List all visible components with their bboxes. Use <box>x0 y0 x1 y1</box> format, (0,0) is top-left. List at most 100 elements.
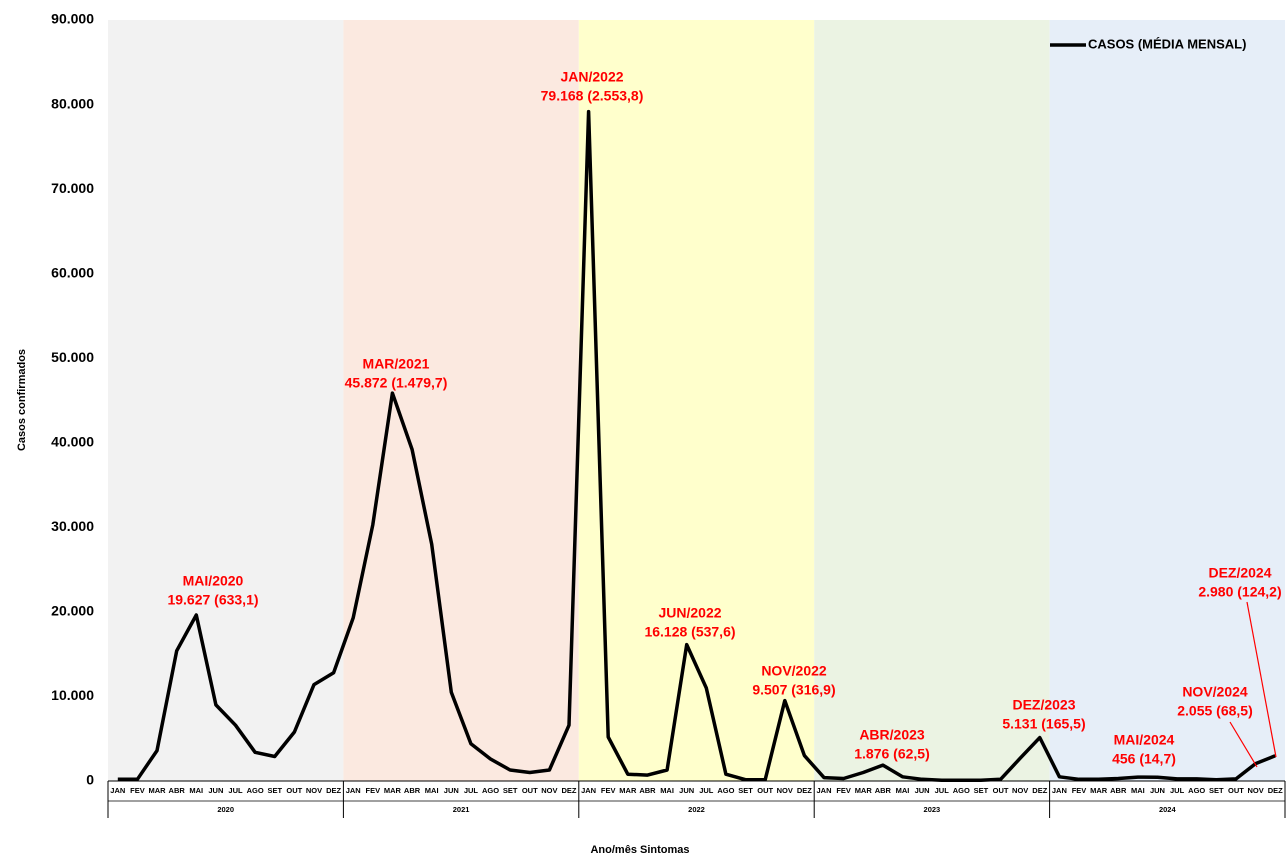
x-tick-label: OUT <box>286 786 302 795</box>
x-tick-label: ABR <box>639 786 656 795</box>
x-tick-label: SET <box>267 786 282 795</box>
x-tick-label: MAR <box>384 786 402 795</box>
x-tick-label: NOV <box>1012 786 1028 795</box>
x-tick-label: JAN <box>346 786 361 795</box>
x-tick-label: JUL <box>228 786 243 795</box>
x-tick-label: SET <box>503 786 518 795</box>
x-tick-label: FEV <box>366 786 381 795</box>
annotation-value: 19.627 (633,1) <box>167 592 258 608</box>
x-tick-label: DEZ <box>561 786 576 795</box>
x-tick-label: MAR <box>148 786 166 795</box>
x-tick-label: DEZ <box>1268 786 1283 795</box>
x-tick-label: AGO <box>247 786 264 795</box>
annotation-pointer <box>1229 721 1258 768</box>
annotation-label: MAI/2020 <box>183 573 244 589</box>
x-tick-label: ABR <box>169 786 186 795</box>
x-tick-label: AGO <box>482 786 499 795</box>
y-tick-label: 70.000 <box>51 180 94 196</box>
annotation-value: 1.876 (62,5) <box>854 746 930 762</box>
annotation-label: MAI/2024 <box>1114 732 1175 748</box>
x-tick-label: NOV <box>777 786 793 795</box>
x-tick-label: JUL <box>464 786 479 795</box>
x-tick-label: FEV <box>601 786 616 795</box>
x-tick-label: SET <box>974 786 989 795</box>
data-line <box>117 109 1276 782</box>
annotation-value: 456 (14,7) <box>1112 751 1176 767</box>
legend-label: CASOS (MÉDIA MENSAL) <box>1088 36 1246 51</box>
y-tick-label: 80.000 <box>51 95 94 111</box>
x-tick-label: JAN <box>817 786 832 795</box>
annotation-value: 2.055 (68,5) <box>1177 703 1253 719</box>
annotation-label: NOV/2022 <box>761 663 827 679</box>
x-tick-label: ABR <box>404 786 421 795</box>
year-label: 2023 <box>924 805 941 814</box>
year-band <box>578 20 815 781</box>
annotation-label: DEZ/2023 <box>1012 697 1075 713</box>
annotation-value: 9.507 (316,9) <box>752 682 835 698</box>
year-band <box>1049 20 1285 781</box>
x-tick-label: MAR <box>619 786 637 795</box>
x-tick-label: MAI <box>660 786 674 795</box>
x-tick-label: JAN <box>581 786 596 795</box>
annotation-label: DEZ/2024 <box>1208 565 1271 581</box>
x-tick-label: DEZ <box>326 786 341 795</box>
annotation-label: JUN/2022 <box>658 605 721 621</box>
x-tick-label: MAI <box>1131 786 1145 795</box>
x-tick-label: AGO <box>1188 786 1205 795</box>
y-tick-label: 40.000 <box>51 433 94 449</box>
x-tick-label: MAI <box>425 786 439 795</box>
x-tick-label: JUL <box>935 786 950 795</box>
x-tick-label: ABR <box>1110 786 1127 795</box>
x-tick-label: FEV <box>130 786 145 795</box>
x-tick-label: SET <box>738 786 753 795</box>
x-tick-label: OUT <box>1228 786 1244 795</box>
annotation-label: NOV/2024 <box>1182 684 1248 700</box>
x-tick-label: DEZ <box>797 786 812 795</box>
y-tick-label: 10.000 <box>51 687 94 703</box>
x-tick-label: MAI <box>189 786 203 795</box>
year-band <box>343 20 579 781</box>
year-label: 2021 <box>453 805 470 814</box>
year-label: 2024 <box>1159 805 1177 814</box>
x-tick-label: OUT <box>993 786 1009 795</box>
annotation-value: 2.980 (124,2) <box>1198 584 1281 600</box>
x-tick-label: NOV <box>1247 786 1263 795</box>
x-tick-label: DEZ <box>1032 786 1047 795</box>
annotation-label: JAN/2022 <box>560 69 623 85</box>
y-tick-label: 60.000 <box>51 264 94 280</box>
x-tick-label: OUT <box>757 786 773 795</box>
x-tick-label: MAI <box>896 786 910 795</box>
annotation-value: 79.168 (2.553,8) <box>541 88 644 104</box>
y-axis-title: Casos confirmados <box>16 349 28 451</box>
x-tick-label: JUN <box>679 786 694 795</box>
y-tick-label: 50.000 <box>51 349 94 365</box>
x-tick-label: JUL <box>1170 786 1185 795</box>
x-tick-label: JUN <box>915 786 930 795</box>
annotation-value: 5.131 (165,5) <box>1002 716 1085 732</box>
y-tick-label: 30.000 <box>51 518 94 534</box>
x-tick-label: AGO <box>953 786 970 795</box>
x-tick-label: NOV <box>306 786 322 795</box>
x-tick-label: OUT <box>522 786 538 795</box>
year-label: 2022 <box>688 805 705 814</box>
x-tick-label: SET <box>1209 786 1224 795</box>
x-tick-label: FEV <box>1072 786 1087 795</box>
year-band <box>814 20 1050 781</box>
annotation-pointer <box>1246 601 1277 758</box>
y-tick-label: 0 <box>86 772 94 788</box>
x-tick-label: JUN <box>208 786 223 795</box>
x-tick-label: FEV <box>836 786 851 795</box>
x-tick-label: JUN <box>1150 786 1165 795</box>
x-tick-label: JUL <box>699 786 714 795</box>
annotation-label: ABR/2023 <box>859 727 925 743</box>
x-tick-label: AGO <box>717 786 734 795</box>
x-tick-label: MAR <box>1090 786 1108 795</box>
x-tick-label: JUN <box>444 786 459 795</box>
year-band <box>108 20 344 781</box>
x-tick-label: NOV <box>541 786 557 795</box>
annotation-value: 16.128 (537,6) <box>644 624 735 640</box>
x-tick-label: MAR <box>855 786 873 795</box>
x-tick-label: ABR <box>875 786 892 795</box>
